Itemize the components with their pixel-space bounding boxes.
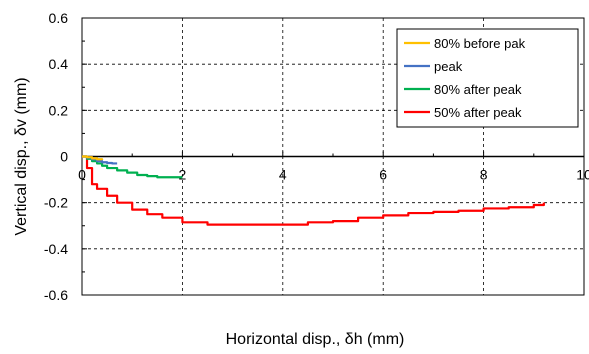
legend-entry: 80% after peak (434, 82, 522, 97)
legend-entry: 50% after peak (434, 105, 522, 120)
x-tick-label: 8 (480, 167, 488, 183)
y-tick-label: 0.4 (49, 56, 69, 72)
legend-box (396, 28, 579, 128)
y-tick-label: -0.6 (44, 287, 68, 303)
y-tick-label: -0.4 (44, 241, 68, 257)
series-line (82, 155, 545, 226)
x-tick-label: 10 (576, 167, 589, 183)
y-axis-title: Vertical disp., δv (mm) (13, 77, 30, 235)
y-tick-label: -0.2 (44, 195, 68, 211)
y-tick-label: 0 (60, 149, 68, 165)
series-line (82, 155, 183, 179)
x-tick-label: 0 (78, 167, 86, 183)
x-tick-label: 2 (179, 167, 187, 183)
legend-entry: peak (434, 59, 463, 74)
y-tick-label: 0.6 (49, 10, 69, 26)
legend-entry: 80% before pak (434, 36, 526, 51)
x-tick-label: 4 (279, 167, 287, 183)
series-line (82, 155, 104, 161)
x-axis-title: Horizontal disp., δh (mm) (226, 331, 405, 348)
x-tick-label: 6 (379, 167, 387, 183)
y-tick-label: 0.2 (49, 102, 69, 118)
